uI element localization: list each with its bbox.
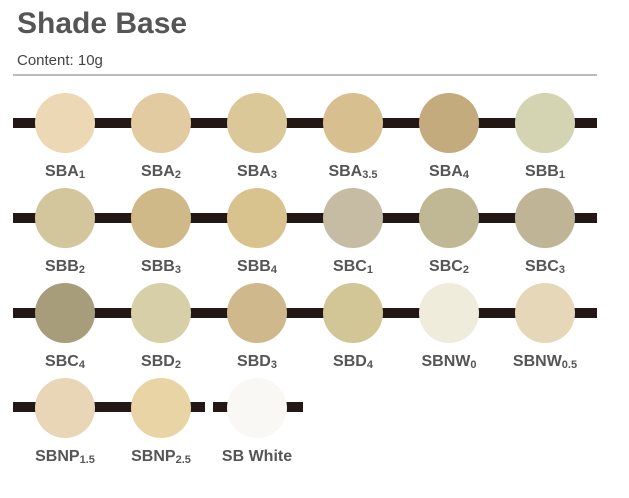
swatch xyxy=(227,93,287,153)
swatch xyxy=(35,378,95,438)
swatch xyxy=(515,283,575,343)
shade-sub: 4 xyxy=(271,264,278,276)
shade-name: SBA xyxy=(237,163,271,180)
shade-label: SBD3 xyxy=(237,353,277,371)
shade-name: SBA xyxy=(328,163,362,180)
swatch xyxy=(323,93,383,153)
shade-label: SBA3 xyxy=(237,163,277,181)
swatch xyxy=(227,283,287,343)
swatch xyxy=(131,378,191,438)
shade-label: SBNP1.5 xyxy=(35,448,95,466)
shade-label: SBNW0.5 xyxy=(513,353,577,371)
shade-name: SBB xyxy=(525,163,559,180)
shade-label: SBC3 xyxy=(525,258,565,276)
shade-sub: 1 xyxy=(367,264,373,276)
shade-sub: 4 xyxy=(367,359,374,371)
shade-sub: 2 xyxy=(175,359,181,371)
swatch xyxy=(227,378,287,438)
swatch xyxy=(131,283,191,343)
swatch xyxy=(35,93,95,153)
shade-sub: 0 xyxy=(470,359,476,371)
shade-label: SBB3 xyxy=(141,258,181,276)
shade-name: SBNW xyxy=(513,353,563,370)
bar xyxy=(13,308,597,318)
shade-sub: 0.5 xyxy=(562,359,577,371)
shade-label: SBA3.5 xyxy=(328,163,377,181)
swatch xyxy=(515,93,575,153)
swatch xyxy=(419,188,479,248)
shade-name: SBA xyxy=(45,163,79,180)
shade-sub: 1 xyxy=(79,169,85,181)
shade-label: SBD2 xyxy=(141,353,181,371)
shade-name: SBB xyxy=(237,258,271,275)
bar xyxy=(13,118,597,128)
shade-label: SBC4 xyxy=(45,353,86,371)
shade-sub: 3.5 xyxy=(362,169,377,181)
shade-name: SBC xyxy=(525,258,559,275)
bar xyxy=(13,402,205,412)
swatch xyxy=(419,93,479,153)
shade-label: SBC2 xyxy=(429,258,469,276)
swatch xyxy=(323,283,383,343)
swatch xyxy=(227,188,287,248)
shade-sub: 3 xyxy=(271,359,277,371)
shade-name: SBNW xyxy=(421,353,471,370)
swatch xyxy=(131,93,191,153)
shade-name: SBD xyxy=(237,353,271,370)
swatch xyxy=(35,188,95,248)
shade-name: SBD xyxy=(141,353,175,370)
shade-sub: 4 xyxy=(79,359,86,371)
shade-name: SB White xyxy=(222,448,292,465)
shade-name: SBB xyxy=(45,258,79,275)
shade-name: SBC xyxy=(429,258,463,275)
shade-sub: 2 xyxy=(175,169,181,181)
shade-name: SBNP xyxy=(35,448,80,465)
shade-label: SBA2 xyxy=(141,163,181,181)
shade-sub: 2 xyxy=(79,264,85,276)
shade-label: SBNP2.5 xyxy=(131,448,191,466)
swatch xyxy=(131,188,191,248)
shade-name: SBA xyxy=(429,163,463,180)
shade-name: SBC xyxy=(45,353,79,370)
shade-name: SBA xyxy=(141,163,175,180)
shade-label: SBD4 xyxy=(333,353,374,371)
shade-name: SBD xyxy=(333,353,367,370)
shade-name: SBC xyxy=(333,258,367,275)
shade-label: SBA4 xyxy=(429,163,470,181)
shade-sub: 3 xyxy=(559,264,565,276)
shade-sub: 3 xyxy=(175,264,181,276)
shade-label: SBC1 xyxy=(333,258,373,276)
bar xyxy=(13,213,597,223)
shade-sub: 4 xyxy=(463,169,470,181)
swatch xyxy=(323,188,383,248)
shade-name: SBB xyxy=(141,258,175,275)
shade-label: SBA1 xyxy=(45,163,85,181)
shade-sub: 2.5 xyxy=(176,454,191,466)
shade-label: SBB2 xyxy=(45,258,85,276)
shade-label: SBNW0 xyxy=(421,353,476,371)
shade-label: SBB1 xyxy=(525,163,565,181)
shade-name: SBNP xyxy=(131,448,176,465)
swatch xyxy=(35,283,95,343)
title: Shade Base xyxy=(17,7,187,40)
swatch xyxy=(419,283,479,343)
shade-sub: 1.5 xyxy=(80,454,95,466)
shade-sub: 3 xyxy=(271,169,277,181)
swatch xyxy=(515,188,575,248)
shade-sub: 2 xyxy=(463,264,469,276)
content: Content: 10g xyxy=(17,52,103,69)
shade-label: SBB4 xyxy=(237,258,278,276)
shade-label: SB White xyxy=(222,448,292,465)
shade-sub: 1 xyxy=(559,169,565,181)
